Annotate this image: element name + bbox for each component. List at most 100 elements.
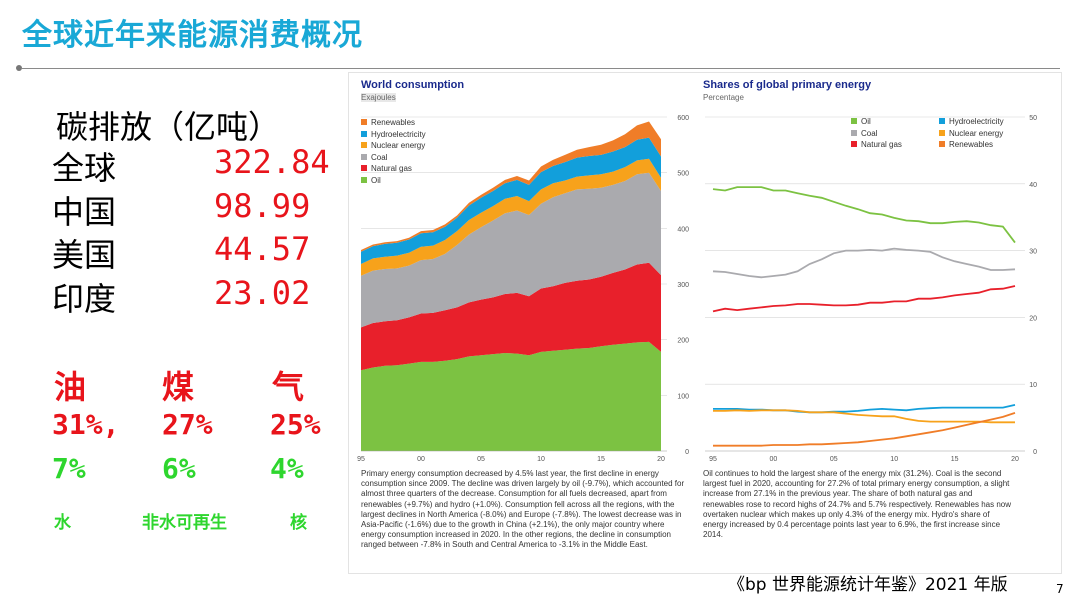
legend-gas-r: Natural gas [851,139,902,151]
legend-nuclear: Nuclear energy [361,140,426,152]
legend-swatch [361,176,367,183]
legend-label: Nuclear energy [371,141,426,150]
region-china: 中国 [52,193,117,231]
mix-label-oil: 油 [54,368,87,406]
x-tick-label: 05 [830,456,838,463]
legend-swatch [361,165,367,171]
line-renewables [713,412,1016,447]
value-india: 23.02 [214,274,311,312]
mix-label-coal: 煤 [162,368,195,406]
page-number: 7 [1056,582,1064,596]
mix-pct-gas: 25% [270,408,321,441]
y-tick-label: 0 [685,449,689,456]
x-tick-label: 95 [709,456,717,463]
right-legend-col1: Oil Coal Natural gas [851,116,902,151]
legend-label: Oil [861,117,871,126]
left-legend: Renewables Hydroelectricity Nuclear ener… [361,117,426,186]
legend-swatch [361,119,367,125]
x-tick-label: 10 [890,456,898,463]
legend-swatch [939,129,945,136]
y-tick-label: 10 [1029,382,1037,389]
area-hydroelectricity [361,137,661,264]
y-tick-label: 0 [1033,449,1037,456]
right-legend-col2: Hydroelectricity Nuclear energy Renewabl… [939,116,1004,151]
slide-title: 全球近年来能源消费概况 [22,18,363,53]
x-tick-label: 15 [597,456,605,463]
mix-label-nuclear: 核 [290,513,307,533]
x-tick-label: 10 [537,456,545,463]
mix-pct-hydro: 7% [52,452,86,485]
energy-shares-chart: 0 10 20 30 40 50 95 00 05 10 15 20 [705,115,1037,463]
legend-swatch [361,153,367,160]
x-tick-label: 05 [477,456,485,463]
legend-hydro: Hydroelectricity [361,129,426,141]
bp-chart-panel: World consumption Exajoules Shares of gl… [348,72,1062,574]
title-bullet [16,65,22,71]
x-tick-label: 20 [657,456,665,463]
legend-label: Natural gas [371,164,412,173]
title-divider [22,68,1060,69]
y-tick-label: 30 [1029,249,1037,256]
line-coal [712,247,1016,279]
mix-pct-oil: 31%, [52,408,120,441]
legend-swatch [361,142,367,148]
line-nuclear-energy [713,409,1015,424]
y-tick-label: 50 [1029,115,1037,122]
mix-label-hydro: 水 [54,513,71,533]
x-tick-label: 00 [770,456,778,463]
legend-swatch [851,141,857,147]
area-natural-gas [361,262,661,371]
area-coal [361,172,661,328]
x-tick-label: 00 [417,456,425,463]
value-usa: 44.57 [214,230,311,268]
legend-label: Natural gas [861,140,902,149]
legend-label: Nuclear energy [949,128,1004,138]
legend-swatch [939,141,945,147]
legend-hydro-r: Hydroelectricity [939,116,1004,128]
legend-nuclear-r: Nuclear energy [939,128,1004,140]
right-chart-note: Oil continues to hold the largest share … [703,469,1012,540]
legend-label: Renewables [949,140,994,149]
y-tick-label: 20 [1029,315,1037,322]
mix-pct-renewables: 6% [162,452,196,485]
world-consumption-chart: 0 100 200 300 400 500 600 95 00 05 10 15 20 [357,115,689,463]
legend-label: Hydroelectricity [949,117,1004,126]
legend-label: Renewables [371,118,416,127]
legend-swatch [851,129,857,136]
region-global: 全球 [52,149,117,187]
emissions-heading: 碳排放（亿吨） [56,108,281,146]
value-china: 98.99 [214,187,311,225]
value-global: 322.84 [214,143,330,181]
legend-label: Coal [371,152,388,162]
legend-renewables: Renewables [361,117,426,129]
area-oil [361,341,661,451]
x-tick-label: 95 [357,456,365,463]
y-tick-label: 300 [677,282,689,289]
legend-label: Oil [371,175,381,185]
legend-gas: Natural gas [361,163,426,175]
x-tick-label: 15 [951,456,959,463]
line-natural-gas [712,285,1016,313]
y-tick-label: 100 [677,393,689,400]
legend-renewables-r: Renewables [939,139,1004,151]
legend-oil-r: Oil [851,116,902,128]
mix-pct-nuclear: 4% [270,452,304,485]
legend-swatch [939,118,945,124]
x-tick-label: 20 [1011,456,1019,463]
mix-label-gas: 气 [272,368,305,406]
legend-coal-r: Coal [851,128,902,140]
y-tick-label: 200 [677,338,689,345]
area-nuclear-energy [361,158,661,276]
region-usa: 美国 [52,236,117,274]
left-chart-subtitle: Exajoules [361,93,396,102]
mix-label-renewables: 非水可再生 [142,513,227,533]
y-tick-label: 40 [1029,182,1037,189]
y-tick-label: 600 [677,115,689,122]
y-tick-label: 400 [677,226,689,233]
y-tick-label: 500 [677,171,689,178]
left-chart-title: World consumption [361,79,465,91]
right-chart-subtitle: Percentage [703,93,744,102]
legend-oil: Oil [361,175,426,187]
legend-swatch [851,118,857,124]
source-citation: 《bp 世界能源统计年鉴》2021 年版 [728,575,1008,595]
